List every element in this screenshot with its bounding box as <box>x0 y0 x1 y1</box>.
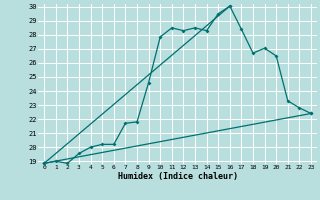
X-axis label: Humidex (Indice chaleur): Humidex (Indice chaleur) <box>118 172 238 181</box>
